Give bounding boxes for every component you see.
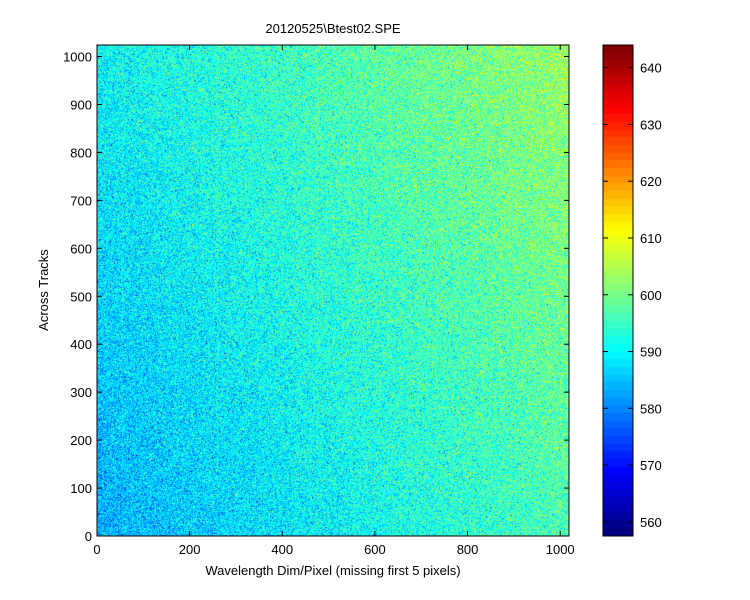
chart-title: 20120525\Btest02.SPE (265, 21, 400, 36)
x-tick-label: 400 (271, 542, 293, 557)
x-tick-label: 1000 (546, 542, 575, 557)
heatmap-image (97, 45, 569, 536)
x-tick-label: 800 (457, 542, 479, 557)
colorbar-axis: 560 570 580 590 600 610 620 630 640 (603, 61, 662, 530)
y-axis-label: Across Tracks (36, 249, 51, 331)
colorbar-tick-label: 630 (640, 117, 662, 132)
colorbar-tick-label: 610 (640, 231, 662, 246)
colorbar-tick-label: 600 (640, 288, 662, 303)
y-axis: 0 100 200 300 400 500 600 700 800 900 1000 (63, 50, 569, 544)
colorbar-tick-label: 620 (640, 174, 662, 189)
y-tick-label: 600 (70, 241, 92, 256)
y-tick-label: 200 (70, 433, 92, 448)
y-tick-label: 500 (70, 289, 92, 304)
x-tick-label: 600 (364, 542, 386, 557)
colorbar-image (603, 45, 633, 536)
x-axis-label: Wavelength Dim/Pixel (missing first 5 pi… (205, 563, 460, 578)
y-tick-label: 800 (70, 145, 92, 160)
y-tick-label: 1000 (63, 50, 92, 65)
colorbar-tick-label: 580 (640, 401, 662, 416)
x-axis: 0 200 400 600 800 1000 (93, 45, 575, 557)
plot-frame (96, 44, 570, 537)
colorbar-tick-label: 590 (640, 345, 662, 360)
y-tick-label: 900 (70, 97, 92, 112)
y-tick-label: 400 (70, 337, 92, 352)
colorbar-frame (602, 44, 634, 537)
colorbar-tick-label: 570 (640, 458, 662, 473)
x-tick-label: 200 (179, 542, 201, 557)
y-tick-label: 0 (85, 529, 92, 544)
y-tick-label: 700 (70, 193, 92, 208)
y-tick-label: 300 (70, 385, 92, 400)
y-tick-label: 100 (70, 481, 92, 496)
colorbar-tick-label: 560 (640, 515, 662, 530)
x-tick-label: 0 (93, 542, 100, 557)
colorbar-tick-label: 640 (640, 61, 662, 76)
